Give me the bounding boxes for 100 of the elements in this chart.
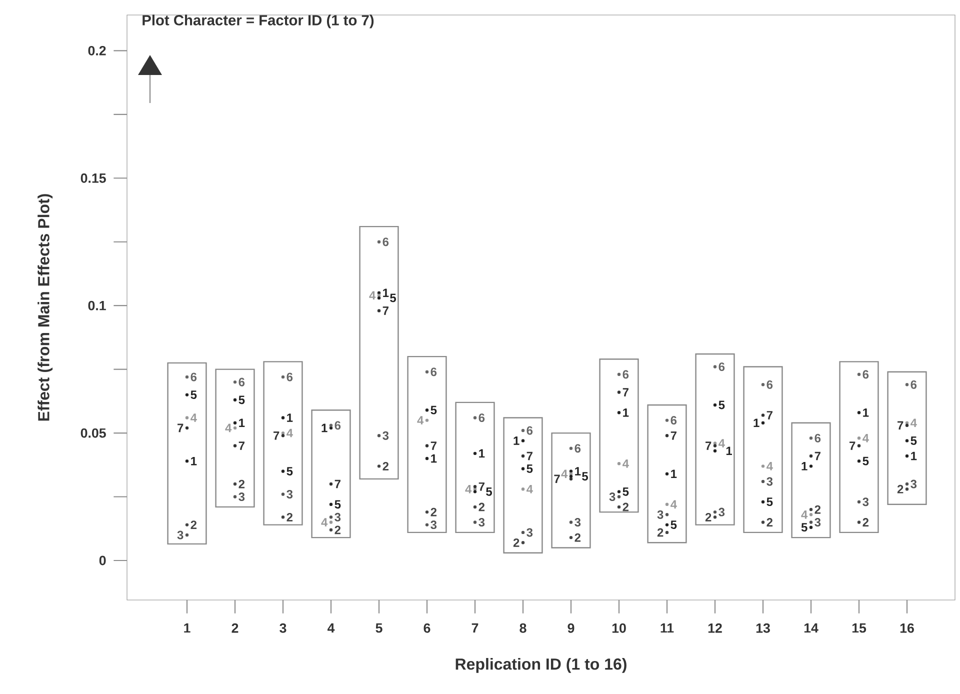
bar — [599, 358, 639, 513]
text: 5 — [622, 487, 629, 496]
text: 4 — [369, 291, 376, 300]
text: 1 — [575, 467, 581, 476]
point — [185, 393, 189, 396]
text: 7 — [382, 306, 388, 315]
text: 4 — [190, 414, 197, 422]
text: 4 — [286, 428, 293, 438]
text: 2 — [814, 505, 821, 514]
x-tick-label: 1 — [184, 623, 190, 633]
series-label: 1 — [754, 418, 760, 427]
point — [329, 520, 333, 524]
point — [521, 467, 525, 470]
text: 1 — [383, 288, 389, 297]
text: 6 — [622, 370, 629, 379]
point — [569, 520, 573, 524]
text: 3 — [286, 490, 293, 498]
point — [569, 472, 573, 476]
bar — [695, 353, 735, 526]
point — [425, 510, 429, 514]
point — [809, 526, 813, 529]
text: 3 — [814, 518, 821, 527]
text: 3 — [657, 510, 664, 519]
point — [857, 459, 861, 463]
point — [569, 536, 573, 540]
point — [425, 370, 429, 374]
bar — [359, 226, 399, 480]
text: 3 — [609, 492, 616, 502]
text: 4 — [862, 434, 869, 442]
x-tick-label: 14 — [804, 623, 818, 633]
point — [905, 383, 909, 386]
point — [713, 365, 717, 368]
point — [377, 464, 381, 468]
point — [905, 421, 909, 424]
point — [665, 523, 669, 526]
x-tick-label: 2 — [232, 623, 238, 633]
bar — [215, 368, 255, 508]
x-tick-label: 6 — [424, 623, 430, 633]
x-tick-label: 15 — [852, 623, 866, 633]
text: 6 — [862, 370, 869, 379]
bar — [263, 361, 303, 526]
point — [425, 444, 429, 448]
text: 6 — [190, 372, 197, 382]
point — [857, 520, 861, 524]
text: 7 — [478, 482, 484, 491]
text: 4 — [766, 462, 773, 470]
series-label: 2 — [382, 462, 389, 470]
point — [473, 484, 477, 488]
y-tick-label: 0.15 — [80, 173, 106, 183]
text: 3 — [238, 492, 245, 502]
point — [329, 426, 333, 430]
point — [809, 508, 813, 512]
text: 6 — [238, 378, 245, 386]
point — [665, 530, 669, 534]
text: 2 — [478, 502, 485, 512]
x-tick-label: 13 — [756, 623, 770, 633]
text: 4 — [910, 418, 917, 427]
text: 5 — [582, 472, 588, 481]
point — [761, 500, 765, 504]
text: 7 — [526, 452, 532, 460]
bar — [887, 371, 927, 506]
bar — [503, 417, 543, 554]
point — [377, 240, 381, 244]
point — [377, 296, 381, 300]
point — [329, 528, 333, 532]
bar — [791, 422, 831, 538]
x-tick-label: 8 — [520, 623, 526, 633]
x-tick-label: 7 — [472, 623, 478, 633]
point — [329, 516, 333, 519]
x-tick-label: 5 — [376, 623, 382, 633]
text: 5 — [862, 456, 869, 466]
point — [233, 495, 237, 498]
series-label: 5 — [801, 523, 808, 532]
text: 1 — [479, 449, 485, 458]
text: 2 — [286, 512, 293, 522]
text: 4 — [465, 484, 472, 494]
point — [281, 470, 285, 473]
bar — [551, 432, 591, 548]
point — [617, 411, 621, 414]
text: 1 — [431, 454, 437, 463]
y-tick-label: 0 — [99, 556, 106, 566]
text: 1 — [514, 436, 520, 445]
text: 7 — [554, 474, 560, 484]
text: 6 — [286, 372, 293, 382]
text: 5 — [670, 520, 677, 529]
point — [713, 516, 717, 519]
point — [665, 502, 669, 506]
point — [905, 424, 909, 427]
point — [569, 477, 573, 481]
text: 1 — [287, 414, 293, 422]
x-axis-title: Replication ID (1 to 16) — [456, 658, 626, 673]
series-label: 3 — [382, 431, 389, 440]
point — [377, 309, 381, 312]
text: 1 — [671, 470, 677, 478]
x-tick-label: 10 — [612, 623, 626, 633]
point — [809, 436, 813, 440]
text: 6 — [382, 238, 389, 246]
point — [473, 520, 477, 524]
text: 5 — [238, 396, 245, 404]
text: 7 — [430, 442, 436, 450]
